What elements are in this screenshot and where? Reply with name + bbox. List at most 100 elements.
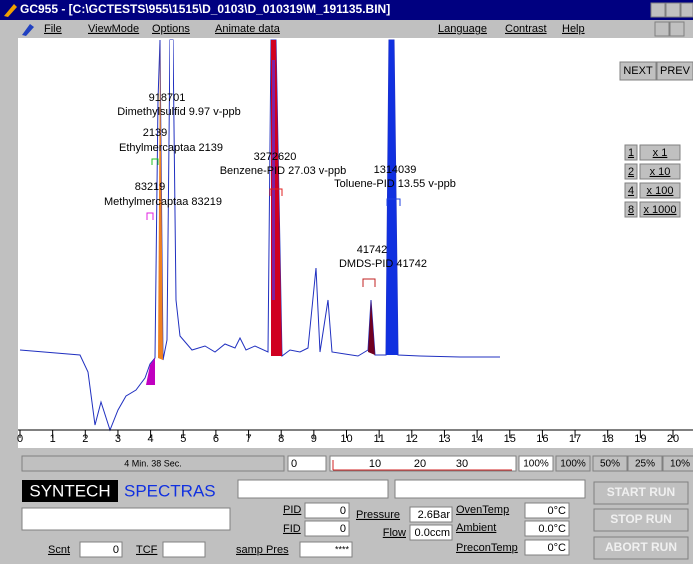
- start-run-button[interactable]: [593, 481, 689, 505]
- menu-item[interactable]: Contrast: [505, 23, 547, 35]
- menu-bar: [0, 20, 693, 38]
- field-input: [162, 541, 206, 558]
- x-tick-label: 7: [245, 433, 251, 445]
- offset-value: 0: [291, 458, 297, 470]
- field-label: OvenTemp: [456, 504, 509, 516]
- menu-item[interactable]: File: [44, 23, 62, 35]
- scale-key[interactable]: [624, 201, 638, 218]
- field-label: PID: [283, 504, 301, 516]
- x-tick-label: 15: [504, 433, 516, 445]
- peak-label: DMDS-PID 41742: [339, 258, 427, 270]
- peak-area: 1314039: [374, 164, 417, 176]
- scale-button-label: x 10: [650, 166, 671, 178]
- scale-button[interactable]: [639, 182, 681, 199]
- zoom-label: 100%: [523, 459, 549, 470]
- abort-run-button[interactable]: [593, 536, 689, 560]
- brand-box: [22, 480, 118, 502]
- menu-item[interactable]: Language: [438, 23, 487, 35]
- field-input: [304, 502, 350, 519]
- brand-product: SPECTRAS: [124, 481, 216, 500]
- mdi-max[interactable]: [669, 21, 685, 37]
- zoom-button[interactable]: [555, 455, 591, 472]
- menu-item[interactable]: Animate data: [215, 23, 281, 35]
- chart-area: [18, 38, 693, 448]
- button-label: STOP RUN: [610, 512, 672, 526]
- menu-item[interactable]: Options: [152, 23, 190, 35]
- close-button[interactable]: [680, 2, 693, 18]
- field-label: Scnt: [48, 544, 70, 556]
- maximize-button[interactable]: [665, 2, 681, 18]
- field-input: [299, 541, 353, 558]
- minimize-button[interactable]: [650, 2, 666, 18]
- x-tick-label: 2: [82, 433, 88, 445]
- scale-key-label: 2: [628, 166, 634, 178]
- x-tick-label: 19: [634, 433, 646, 445]
- peak-area: 918701: [149, 92, 186, 104]
- peak-area: 3272620: [254, 151, 297, 163]
- slider-label: 10: [369, 458, 381, 470]
- field-label: TCF: [136, 544, 158, 556]
- field-input: [79, 541, 123, 558]
- scale-key[interactable]: [624, 163, 638, 180]
- x-tick-label: 3: [115, 433, 121, 445]
- button-label: ABORT RUN: [605, 540, 677, 554]
- peak-area: 2139: [143, 127, 167, 139]
- slider-label: 20: [414, 458, 426, 470]
- x-tick-label: 12: [406, 433, 418, 445]
- peak-label: Benzene-PID 27.03 v-ppb: [220, 165, 347, 177]
- x-tick-label: 1: [50, 433, 56, 445]
- mdi-min[interactable]: [654, 21, 670, 37]
- scale-key-label: 1: [628, 147, 634, 159]
- peak-fill: [158, 40, 163, 360]
- peak-marker: [386, 198, 401, 206]
- scale-buttons: 1 x 1 2 x 10 4 x 100 8 x 1000: [624, 144, 681, 218]
- prev-button[interactable]: [656, 61, 693, 81]
- scale-button[interactable]: [639, 144, 681, 161]
- field-label: PreconTemp: [456, 542, 518, 554]
- peak-label: Methylmercaptaa 83219: [104, 196, 222, 208]
- title-bar: [0, 0, 693, 20]
- peak-label: Toluene-PID 13.55 v-ppb: [334, 178, 456, 190]
- menu-item[interactable]: ViewMode: [88, 23, 139, 35]
- elapsed-time: 4 Min. 38 Sec.: [124, 458, 182, 468]
- field-value: 0°C: [548, 542, 567, 554]
- x-tick-label: 20: [667, 433, 679, 445]
- offset-input[interactable]: [287, 455, 327, 472]
- peak-fill: [170, 40, 173, 360]
- field-value: 0.0°C: [538, 523, 566, 535]
- window-title: GC955 - [C:\GCTESTS\955\1515\D_0103\D_01…: [20, 2, 390, 16]
- zoom-button[interactable]: [518, 455, 554, 472]
- peak-label: Ethylmercaptaa 2139: [119, 142, 223, 154]
- x-tick-label: 6: [213, 433, 219, 445]
- x-tick-label: 10: [340, 433, 352, 445]
- field-label: FID: [283, 523, 301, 535]
- field-label: Flow: [383, 527, 406, 539]
- scale-key[interactable]: [624, 182, 638, 199]
- field-input: [524, 539, 570, 556]
- x-tick-label: 13: [438, 433, 450, 445]
- menu-item[interactable]: Help: [562, 23, 585, 35]
- scale-key-label: 4: [628, 185, 634, 197]
- x-tick-label: 0: [17, 433, 23, 445]
- field-value: 0: [340, 523, 346, 535]
- field-value: 0: [340, 505, 346, 517]
- zoom-button[interactable]: [662, 455, 693, 472]
- peak-marker: [146, 212, 154, 220]
- scale-button[interactable]: [639, 201, 681, 218]
- peak-area: 83219: [135, 181, 166, 193]
- zoom-button[interactable]: [627, 455, 663, 472]
- stop-run-button[interactable]: [593, 508, 689, 532]
- scale-key[interactable]: [624, 144, 638, 161]
- field-input: [524, 520, 570, 537]
- scale-button-label: x 100: [647, 185, 674, 197]
- x-tick-label: 4: [148, 433, 154, 445]
- button-label: START RUN: [607, 485, 675, 499]
- scale-slider[interactable]: [329, 455, 517, 472]
- field-label: Pressure: [356, 509, 400, 521]
- zoom-button[interactable]: [592, 455, 628, 472]
- peak-fill: [272, 60, 275, 300]
- field-input: [409, 506, 453, 523]
- scale-button[interactable]: [639, 163, 681, 180]
- next-button[interactable]: [619, 61, 657, 81]
- field-input: [304, 520, 350, 537]
